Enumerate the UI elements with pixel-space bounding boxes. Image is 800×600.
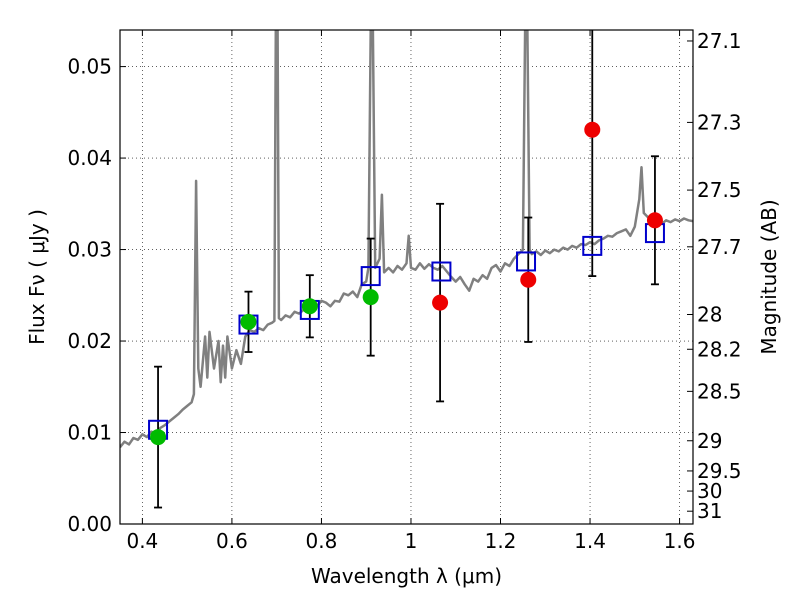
red-data-point — [520, 271, 537, 288]
green-data-point — [301, 298, 318, 315]
right-tick-label: 27.5 — [697, 178, 742, 202]
x-tick-label: 0.4 — [126, 529, 158, 553]
red-data-point — [432, 294, 449, 311]
x-tick-label: 0.6 — [216, 529, 248, 553]
model-square — [516, 251, 537, 272]
x-tick-label: 1 — [405, 529, 418, 553]
y-tick-label: 0.00 — [67, 512, 112, 536]
model-spectrum-line — [120, 30, 693, 448]
ticks: 0.4 0.6 0.8 1 1.2 1.4 1.6 0.00 0.01 0.02 0.03 0.04 0… — [67, 29, 741, 553]
model-square — [360, 266, 381, 287]
x-axis-label: Wavelength λ (μm) — [311, 564, 502, 588]
right-tick-label: 28 — [697, 303, 722, 327]
right-tick-label: 28.2 — [697, 337, 742, 361]
y-tick-label: 0.05 — [67, 55, 112, 79]
x-tick-label: 0.8 — [306, 529, 338, 553]
model-square — [582, 235, 603, 256]
y-tick-label: 0.02 — [67, 329, 112, 353]
right-tick-label: 29.5 — [697, 459, 742, 483]
x-tick-label: 1.6 — [664, 529, 696, 553]
x-tick-label: 1.4 — [574, 529, 606, 553]
plot-frame — [119, 29, 694, 525]
observed-points — [150, 121, 663, 446]
right-tick-label: 27.1 — [697, 29, 742, 53]
right-tick-label: 29 — [697, 429, 722, 453]
x-tick-label: 1.2 — [485, 529, 517, 553]
green-data-point — [150, 429, 167, 446]
red-data-point — [584, 121, 601, 138]
green-data-point — [362, 289, 379, 306]
y-tick-label: 0.04 — [67, 146, 112, 170]
model-spectrum — [120, 30, 693, 448]
right-tick-label: 27.7 — [697, 235, 742, 259]
y-tick-label: 0.01 — [67, 421, 112, 445]
right-tick-label: 28.5 — [697, 379, 742, 403]
y-axis-label: Flux Fν ( μJy ) — [25, 209, 49, 345]
red-data-point — [646, 212, 663, 229]
green-data-point — [240, 313, 257, 330]
right-tick-label: 31 — [697, 499, 722, 523]
right-tick-label: 30 — [697, 479, 722, 503]
right-tick-label: 27.3 — [697, 110, 742, 134]
model-square — [431, 261, 452, 282]
y-tick-label: 0.03 — [67, 238, 112, 262]
right-axis-label: Magnitude (AB) — [757, 199, 781, 354]
